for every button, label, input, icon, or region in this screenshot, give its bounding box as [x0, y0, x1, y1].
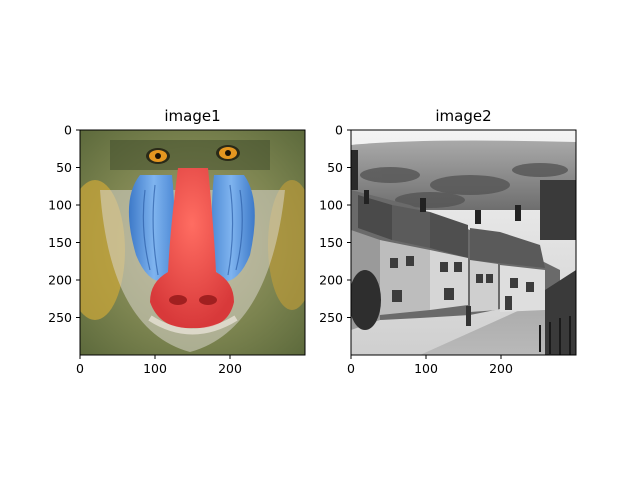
y-tick-label: 250	[319, 310, 343, 325]
x-tick-label: 100	[414, 361, 438, 376]
image-mandrill	[80, 130, 305, 355]
y-tick-label: 150	[48, 235, 72, 250]
x-tick-label: 100	[143, 361, 167, 376]
y-tick-label: 0	[335, 123, 343, 138]
y-tick-label: 50	[327, 160, 343, 175]
chart-title: image2	[435, 107, 491, 125]
axis-ticks: 0 100 200 0 50 100 150 200 250	[319, 123, 513, 377]
image-village-street	[351, 130, 576, 355]
y-tick-label: 200	[319, 273, 343, 288]
y-tick-label: 200	[48, 273, 72, 288]
y-tick-label: 150	[319, 235, 343, 250]
y-tick-label: 250	[48, 310, 72, 325]
chart-title: image1	[164, 107, 220, 125]
subplot-image1: image1 0 100	[48, 107, 306, 377]
y-tick-label: 100	[319, 198, 343, 213]
x-tick-label: 200	[489, 361, 513, 376]
x-tick-label: 0	[76, 361, 84, 376]
axis-ticks: 0 100 200 0 50 100 150 200 250	[48, 123, 242, 377]
y-tick-label: 100	[48, 198, 72, 213]
y-tick-label: 0	[64, 123, 72, 138]
x-tick-label: 0	[347, 361, 355, 376]
subplot-image2: image2	[319, 107, 577, 377]
y-tick-label: 50	[56, 160, 72, 175]
x-tick-label: 200	[218, 361, 242, 376]
